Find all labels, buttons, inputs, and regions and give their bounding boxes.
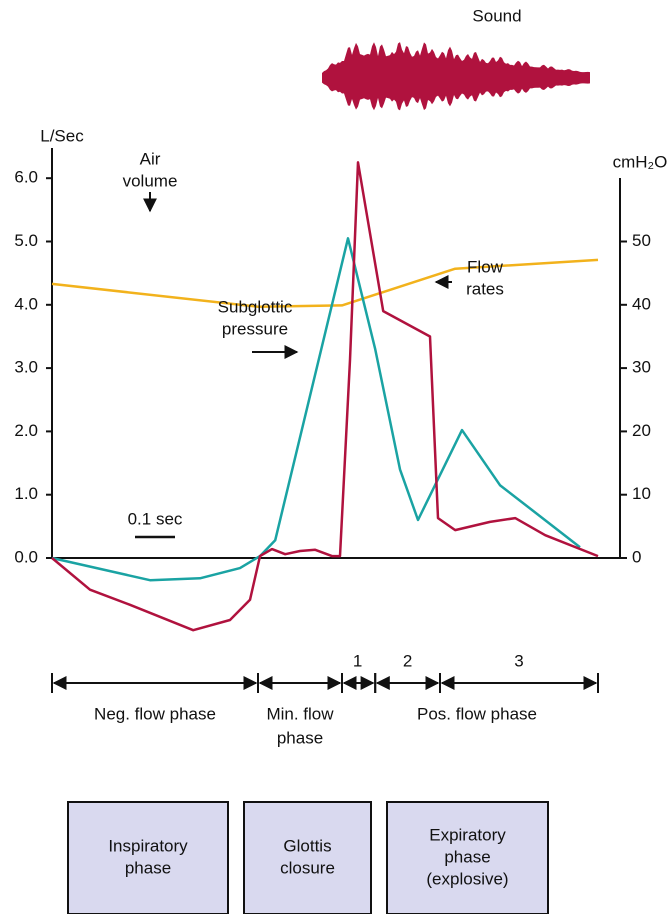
box-label: (explosive) bbox=[426, 869, 508, 888]
phase-box bbox=[67, 801, 229, 914]
data-line bbox=[51, 237, 581, 582]
y2-tick-label: 40 bbox=[632, 294, 651, 313]
annotation: Air bbox=[140, 149, 161, 168]
box-label: Glottis bbox=[283, 836, 331, 855]
data-line bbox=[51, 161, 599, 632]
y2-tick-label: 20 bbox=[632, 421, 651, 440]
subphase-label: 3 bbox=[514, 651, 523, 670]
y-tick-label: 4.0 bbox=[14, 294, 38, 313]
box-label: phase bbox=[125, 858, 171, 877]
y-tick-label: 6.0 bbox=[14, 168, 38, 187]
waveform bbox=[322, 42, 590, 111]
phase-label: Neg. flow phase bbox=[94, 704, 216, 723]
box-label: Expiratory bbox=[429, 825, 506, 844]
y2-tick-label: 0 bbox=[632, 547, 641, 566]
box-label: phase bbox=[444, 847, 490, 866]
phase-box bbox=[243, 801, 372, 914]
phase-label: Min. flow bbox=[266, 704, 334, 723]
phase-label: Pos. flow phase bbox=[417, 704, 537, 723]
y2-tick-label: 10 bbox=[632, 484, 651, 503]
y2-tick-label: 30 bbox=[632, 358, 651, 377]
y-axis-label: L/Sec bbox=[40, 126, 84, 145]
annotation: volume bbox=[123, 171, 178, 190]
annotation: rates bbox=[466, 279, 504, 298]
y-tick-label: 2.0 bbox=[14, 421, 38, 440]
y-tick-label: 5.0 bbox=[14, 231, 38, 250]
box-label: Inspiratory bbox=[108, 836, 188, 855]
y-tick-label: 0.0 bbox=[14, 547, 38, 566]
y-tick-label: 3.0 bbox=[14, 358, 38, 377]
sound-waveform bbox=[322, 42, 590, 111]
box-label: closure bbox=[280, 858, 335, 877]
data-line bbox=[51, 258, 599, 308]
y2-tick-label: 50 bbox=[632, 231, 651, 250]
y-tick-label: 1.0 bbox=[14, 484, 38, 503]
scale-bar-label: 0.1 sec bbox=[128, 509, 183, 528]
y2-axis-label: cmH₂O bbox=[613, 152, 668, 171]
subphase-label: 2 bbox=[403, 651, 412, 670]
phase-box bbox=[386, 801, 549, 914]
annotation: pressure bbox=[222, 319, 288, 338]
annotation: Flow bbox=[467, 257, 504, 276]
sound-label: Sound bbox=[472, 6, 521, 25]
annotation: Subglottic bbox=[218, 297, 293, 316]
subphase-label: 1 bbox=[353, 651, 362, 670]
phase-label: phase bbox=[277, 728, 323, 747]
